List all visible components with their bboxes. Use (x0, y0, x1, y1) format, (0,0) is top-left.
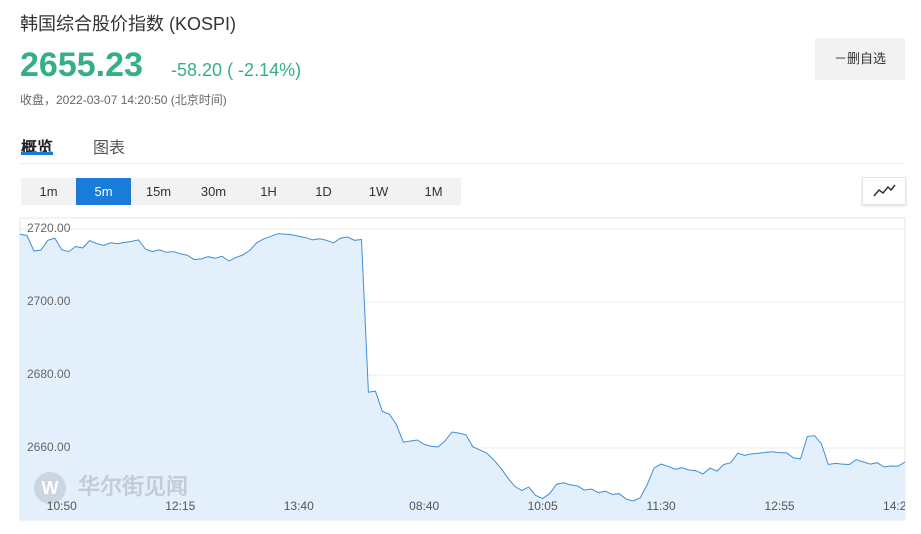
tab-divider (20, 163, 905, 164)
price: 2655.23 (20, 46, 143, 84)
y-tick-label: 2720.00 (27, 221, 71, 235)
x-tick-label: 08:40 (409, 499, 439, 513)
title: 韩国综合股价指数 (KOSPI) (20, 14, 237, 34)
x-tick-label: 11:30 (647, 499, 676, 513)
chart-type-button[interactable] (862, 177, 906, 205)
line (20, 233, 905, 502)
y-tick-label: 2680.00 (27, 367, 71, 381)
interval-button[interactable]: 1M (424, 184, 443, 199)
x-tick-label: 14:20 (883, 499, 913, 513)
interval-button[interactable]: 1H (260, 184, 277, 199)
x-tick-label: 10:50 (47, 499, 77, 513)
change-pct: ( -2.14%) (227, 60, 302, 80)
change: -58.20 ( -2.14%) (171, 60, 301, 81)
x-tick-label: 10:05 (528, 499, 558, 513)
interval-button[interactable]: 15m (145, 184, 172, 199)
watermark-logo (34, 472, 66, 504)
interval-button[interactable]: 1m (39, 184, 58, 199)
remove-watchlist-button[interactable]: －删自选 (815, 38, 905, 80)
status: 收盘，2022-03-07 14:20:50 (北京时间) (20, 93, 227, 107)
x-tick-label: 12:55 (765, 499, 795, 513)
area (20, 233, 905, 520)
change-value: -58.20 (171, 60, 223, 80)
watermark-logo-letter: W (42, 478, 59, 498)
interval-button[interactable]: 5m (76, 178, 131, 205)
watermark: 华尔街见闻 (78, 474, 188, 500)
x-tick-label: 13:40 (284, 499, 314, 513)
interval-button[interactable]: 30m (200, 184, 227, 199)
tab[interactable]: 图表 (93, 140, 126, 157)
y-tick-label: 2700.00 (27, 294, 71, 308)
interval-button[interactable]: 1D (315, 184, 332, 199)
tab-underline (21, 152, 53, 155)
chart-type-icon (873, 184, 896, 197)
y-tick-label: 2660.00 (27, 440, 71, 454)
interval-button[interactable]: 1W (368, 184, 389, 199)
x-tick-label: 12:15 (165, 499, 195, 513)
